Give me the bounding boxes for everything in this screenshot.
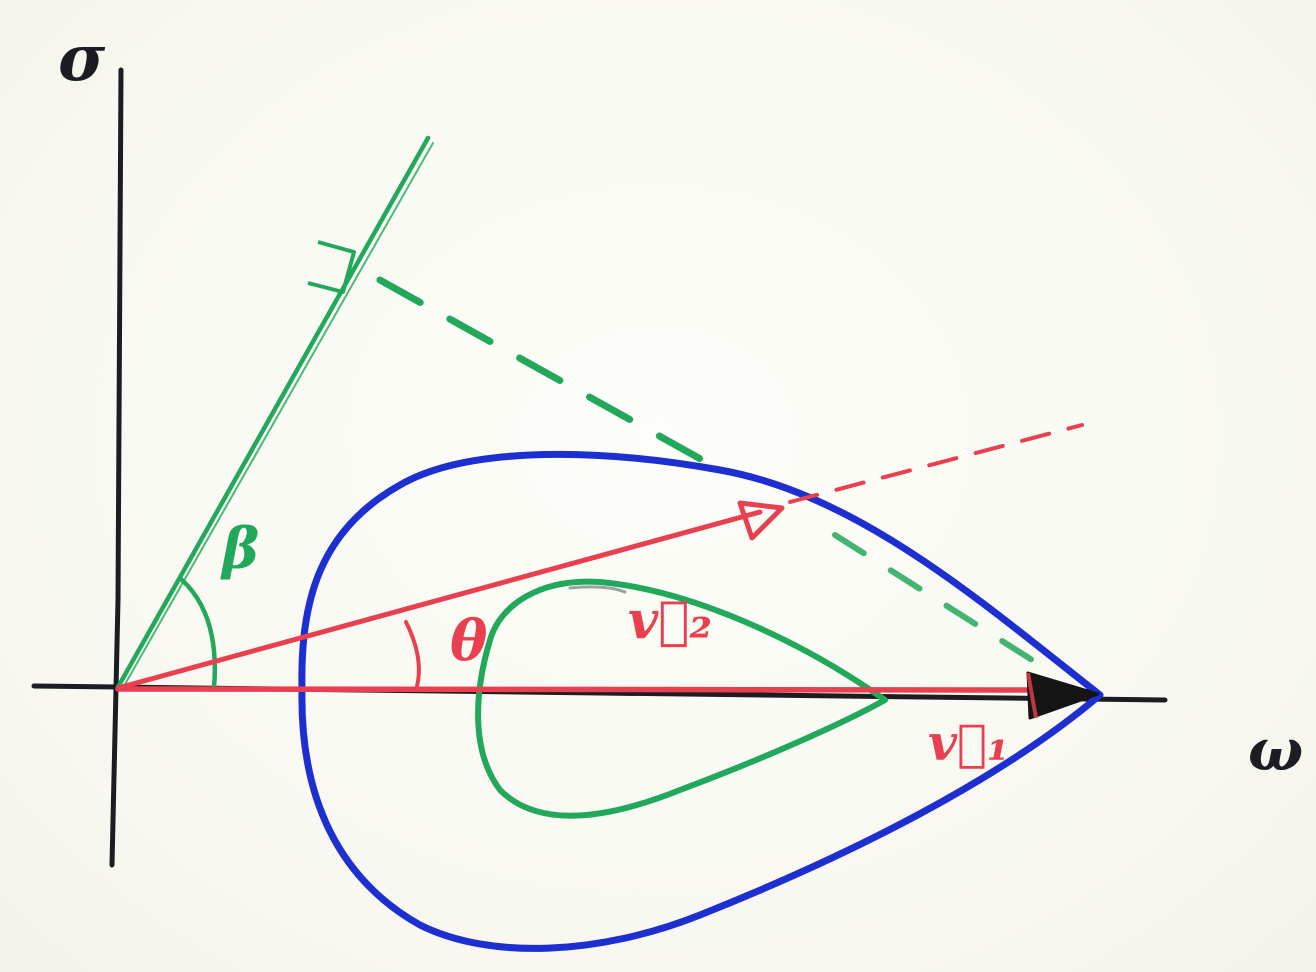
y-axis-label: σ: [58, 21, 106, 96]
red-dashed-extension: [788, 423, 1084, 504]
y-axis: [109, 67, 124, 868]
theta-angle-arc: [404, 620, 421, 692]
x-axis-label: ω: [1248, 716, 1303, 784]
green-dashed-tangent: [376, 276, 717, 470]
beta-line: [115, 135, 434, 690]
vector-v1: [115, 671, 1100, 720]
beta-label: β: [220, 516, 259, 582]
inner-green-curve-highlight: [568, 585, 627, 594]
vector-v1-label: v⃗₁: [928, 713, 1009, 772]
inner-green-curve: [475, 578, 888, 819]
green-dashed-tangent-lower: [832, 532, 1043, 668]
beta-angle-arc: [179, 577, 217, 691]
right-angle-marker: [307, 240, 356, 294]
vector-v2-label: v⃗₂: [628, 590, 712, 651]
vector-v1-arrowhead: [1026, 671, 1100, 720]
vector-v2: [115, 500, 785, 691]
theta-label: θ: [450, 608, 488, 674]
